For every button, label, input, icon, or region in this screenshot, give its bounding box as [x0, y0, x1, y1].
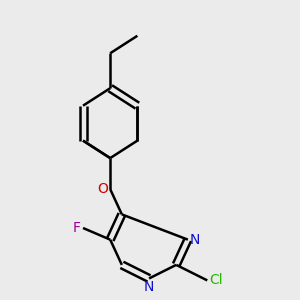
- Text: Cl: Cl: [209, 273, 223, 287]
- Text: O: O: [98, 182, 108, 196]
- Text: F: F: [73, 221, 81, 235]
- Text: N: N: [190, 232, 200, 247]
- Text: N: N: [144, 280, 154, 294]
